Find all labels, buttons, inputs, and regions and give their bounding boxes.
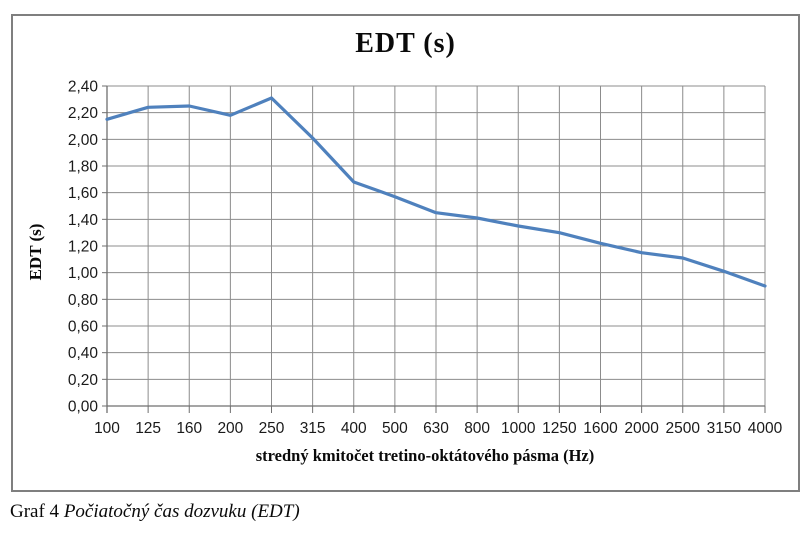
figure-border [11,14,800,492]
y-tick-label: 1,60 [68,185,99,202]
x-tick-label: 315 [300,420,326,437]
x-tick-label: 160 [176,420,202,437]
x-tick-label: 1250 [542,420,577,437]
x-tick-label: 800 [464,420,490,437]
y-tick-label: 1,80 [68,159,99,176]
x-tick-label: 500 [382,420,408,437]
y-tick-label: 0,40 [68,345,99,362]
x-tick-label: 200 [217,420,243,437]
y-tick-label: 1,20 [68,239,99,256]
x-tick-label: 100 [94,420,120,437]
edt-series-line [105,96,767,288]
chart-title: EDT (s) [355,28,456,59]
y-tick-label: 0,80 [68,292,99,309]
x-tick-label: 1000 [501,420,536,437]
x-tick-label: 125 [135,420,161,437]
x-tick-label: 1600 [583,420,618,437]
x-tick-label: 2500 [666,420,701,437]
x-tick-label: 630 [423,420,449,437]
x-axis-title: stredný kmitočet tretino-oktátového pásm… [255,446,595,465]
y-tick-label: 1,40 [68,212,99,229]
y-tick-label: 2,00 [68,132,99,149]
y-tick-label: 0,00 [68,399,99,416]
x-tick-label: 400 [341,420,367,437]
x-tick-label: 2000 [624,420,659,437]
caption-label: Graf 4 [10,501,64,522]
y-tick-label: 2,40 [68,79,99,96]
figure-caption: Graf 4 Počiatočný čas dozvuku (EDT) [10,501,300,523]
y-tick-label: 2,20 [68,105,99,122]
y-tick-label: 1,00 [68,265,99,282]
x-tick-label: 250 [259,420,285,437]
y-tick-label: 0,20 [68,372,99,389]
x-tick-label: 3150 [707,420,742,437]
x-tick-label: 4000 [748,420,783,437]
caption-text: Počiatočný čas dozvuku (EDT) [63,501,300,522]
y-tick-label: 0,60 [68,319,99,336]
